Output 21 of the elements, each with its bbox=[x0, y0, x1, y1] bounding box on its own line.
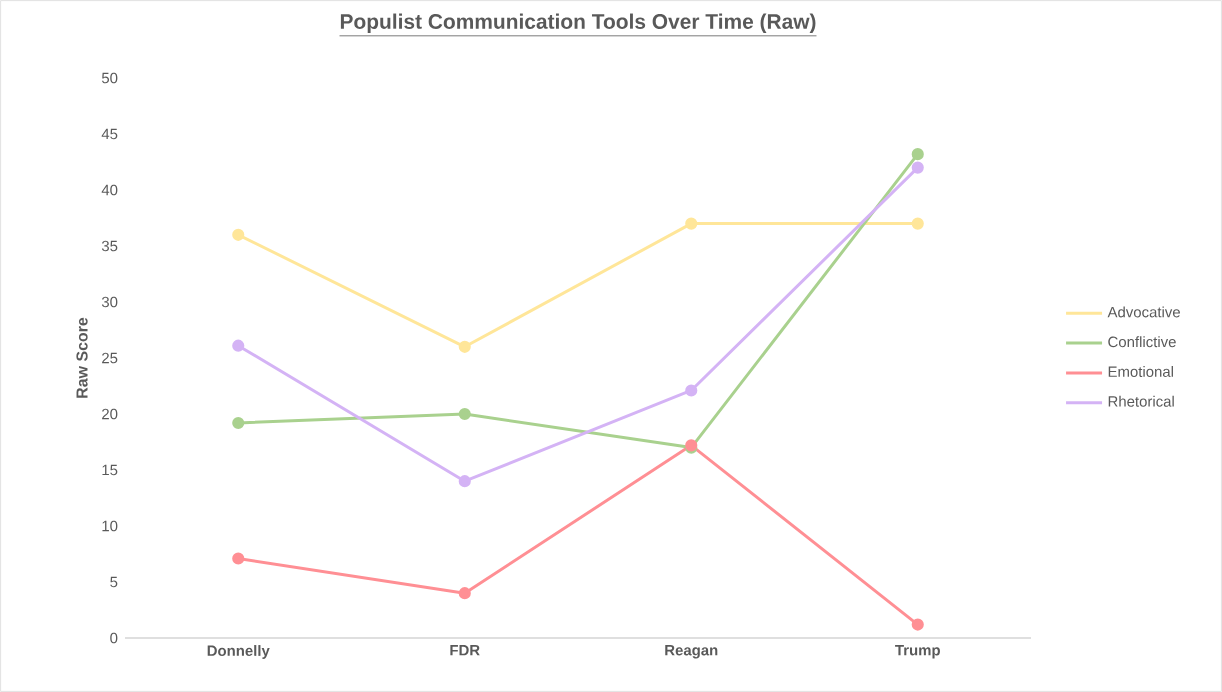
y-tick-label: 50 bbox=[101, 72, 118, 84]
y-tick-label: 10 bbox=[102, 520, 118, 532]
legend-label: Advocative bbox=[1107, 306, 1180, 318]
y-tick-label: 0 bbox=[110, 632, 118, 644]
y-tick-label: 45 bbox=[101, 128, 118, 140]
x-tick-label: Reagan bbox=[665, 645, 718, 659]
y-tick-label: 30 bbox=[101, 296, 118, 308]
y-tick-label: 40 bbox=[101, 184, 118, 196]
legend-label: Rhetorical bbox=[1108, 395, 1174, 407]
x-tick-label: FDR bbox=[450, 645, 480, 656]
y-axis-title: Raw Score bbox=[76, 317, 88, 398]
chart-title: Populist Communication Tools Over Time (Raw) bbox=[340, 13, 816, 34]
x-tick-label: Donnelly bbox=[207, 645, 270, 659]
y-tick-label: 20 bbox=[102, 408, 118, 420]
legend-label: Conflictive bbox=[1108, 336, 1176, 348]
y-tick-label: 25 bbox=[102, 352, 118, 364]
y-tick-label: 15 bbox=[102, 464, 118, 476]
x-tick-label: Trump bbox=[895, 645, 940, 659]
legend-label: Emotional bbox=[1108, 366, 1173, 377]
y-tick-label: 5 bbox=[110, 576, 118, 588]
y-tick-label: 35 bbox=[101, 240, 118, 252]
